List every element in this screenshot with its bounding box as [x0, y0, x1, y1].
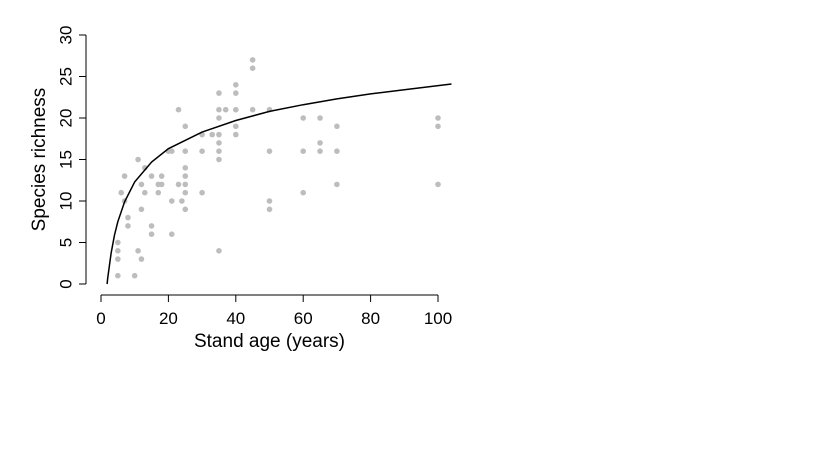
data-point [266, 206, 273, 213]
data-point [216, 156, 222, 163]
data-point [135, 248, 141, 254]
data-point [135, 156, 141, 163]
data-point [115, 239, 121, 246]
data-point [182, 173, 189, 179]
data-point [148, 173, 155, 179]
data-point [121, 173, 128, 179]
data-point [125, 214, 131, 221]
x-ticks: 0 20 40 60 80 100 [96, 295, 452, 328]
data-point [168, 231, 175, 237]
data-point [216, 140, 222, 146]
data-point [115, 248, 121, 254]
data-point [216, 148, 222, 154]
data-point [233, 106, 239, 113]
data-point [435, 181, 441, 188]
data-point [334, 148, 340, 154]
data-point [125, 223, 131, 229]
data-point [216, 106, 222, 113]
data-point [175, 106, 182, 113]
x-tick-label: 80 [361, 309, 380, 328]
data-point [182, 181, 189, 188]
data-point [115, 256, 121, 262]
data-point [148, 223, 155, 229]
data-point [179, 198, 185, 204]
data-point [317, 115, 323, 121]
data-point [233, 123, 239, 130]
data-point [182, 165, 189, 171]
data-point [216, 248, 222, 254]
data-point [266, 148, 273, 154]
data-point [233, 82, 239, 88]
data-point [435, 115, 441, 121]
data-point [199, 148, 205, 154]
y-tick-label: 0 [56, 279, 75, 288]
data-point [249, 57, 256, 63]
data-point [233, 90, 239, 96]
data-point [222, 106, 229, 113]
y-ticks: 0 5 10 15 20 25 30 [56, 26, 86, 289]
data-point [155, 189, 162, 196]
data-point [300, 189, 307, 196]
data-point [115, 272, 121, 279]
data-point [300, 148, 307, 154]
y-tick-label: 20 [56, 109, 75, 128]
data-point [249, 106, 256, 113]
data-point [142, 189, 148, 196]
y-tick-label: 25 [56, 67, 75, 86]
data-point [182, 206, 189, 213]
y-tick-label: 5 [56, 238, 75, 247]
data-point [233, 131, 239, 138]
data-point [317, 148, 323, 154]
fit-curve [106, 83, 452, 285]
data-point [175, 181, 182, 188]
y-tick-label: 30 [56, 26, 75, 45]
x-tick-label: 20 [159, 309, 178, 328]
data-point [334, 123, 340, 130]
data-point [266, 198, 273, 204]
data-point [158, 181, 165, 188]
data-point [182, 189, 189, 196]
data-point [300, 115, 307, 121]
data-point [182, 148, 189, 154]
data-point [216, 131, 222, 138]
y-axis: 0 5 10 15 20 25 30 [56, 26, 87, 289]
x-tick-label: 100 [424, 309, 452, 328]
x-tick-label: 0 [96, 309, 105, 328]
data-point [182, 123, 189, 130]
data-point [199, 189, 205, 196]
data-point [118, 189, 125, 196]
data-point [168, 148, 175, 154]
x-tick-label: 60 [294, 309, 313, 328]
y-axis-title: Species richness [29, 88, 50, 232]
data-point [138, 256, 145, 262]
data-point [158, 173, 165, 179]
data-point [334, 181, 340, 188]
data-point [209, 131, 216, 138]
data-point [148, 231, 155, 237]
data-point [131, 272, 138, 279]
x-axis-title: Stand age (years) [194, 331, 345, 352]
data-point [435, 123, 441, 130]
data-point [249, 65, 256, 71]
data-point [216, 90, 222, 96]
data-point [168, 198, 175, 204]
scatter-points [115, 57, 441, 279]
x-axis: 0 20 40 60 80 100 [96, 294, 452, 328]
y-tick-label: 15 [56, 150, 75, 169]
x-tick-label: 40 [226, 309, 245, 328]
y-tick-label: 10 [56, 192, 75, 211]
data-point [138, 181, 145, 188]
data-point [216, 115, 222, 121]
data-point [138, 206, 145, 213]
data-point [317, 140, 323, 146]
